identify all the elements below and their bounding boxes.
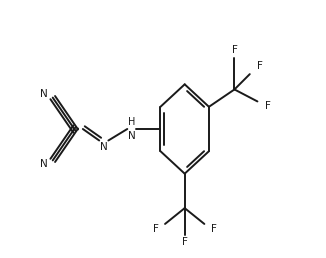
Text: F: F bbox=[257, 61, 263, 71]
Text: H: H bbox=[128, 117, 136, 127]
Text: F: F bbox=[265, 101, 271, 111]
Text: F: F bbox=[231, 45, 237, 55]
Text: F: F bbox=[211, 224, 217, 234]
Text: F: F bbox=[182, 237, 188, 247]
Text: N: N bbox=[40, 159, 47, 169]
Text: N: N bbox=[40, 89, 47, 99]
Text: N: N bbox=[128, 131, 136, 141]
Text: F: F bbox=[154, 224, 159, 234]
Text: N: N bbox=[100, 142, 108, 152]
